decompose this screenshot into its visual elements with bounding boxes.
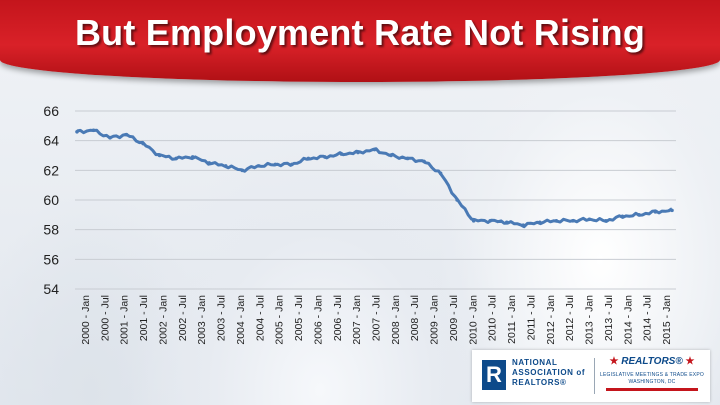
data-point <box>372 147 377 152</box>
x-tick-label: 2003 - Jul <box>216 295 228 341</box>
data-point <box>653 210 658 214</box>
y-tick-label: 58 <box>43 222 59 238</box>
chart-gridlines <box>75 110 676 290</box>
nar-wordmark: NATIONAL ASSOCIATION of REALTORS® <box>512 358 592 388</box>
data-point <box>157 153 162 158</box>
x-tick-label: 2010 - Jul <box>487 295 499 341</box>
data-point <box>223 164 228 168</box>
data-point <box>670 208 674 213</box>
data-point <box>389 153 393 158</box>
x-tick-label: 2002 - Jul <box>177 295 189 341</box>
data-point <box>124 132 129 137</box>
y-tick-label: 56 <box>43 251 59 267</box>
data-point <box>323 155 327 159</box>
realtors-logo: R NATIONAL ASSOCIATION of REALTORS® ★ RE… <box>472 350 710 402</box>
x-tick-label: 2012 - Jul <box>564 295 576 341</box>
x-tick-label: 2000 - Jan <box>80 295 92 345</box>
x-tick-label: 2010 - Jan <box>467 295 479 345</box>
data-point <box>604 218 608 223</box>
y-tick-label: 62 <box>43 162 59 178</box>
x-tick-label: 2014 - Jul <box>642 295 654 341</box>
data-point <box>174 156 178 161</box>
legislative-meetings-text: LEGISLATIVE MEETINGS & TRADE EXPO WASHIN… <box>600 372 704 386</box>
data-point <box>240 168 245 173</box>
data-point <box>257 164 261 168</box>
data-point <box>571 218 575 223</box>
x-tick-label: 2015 - Jan <box>661 295 673 345</box>
x-tick-label: 2004 - Jan <box>235 295 247 345</box>
x-tick-label: 2014 - Jan <box>622 295 634 345</box>
x-tick-label: 2009 - Jan <box>429 295 441 345</box>
data-point <box>504 220 509 225</box>
data-point <box>290 162 294 167</box>
capitol-background <box>0 60 720 405</box>
x-tick-label: 2001 - Jul <box>138 295 150 341</box>
data-point <box>91 128 96 133</box>
data-point <box>637 213 641 217</box>
data-point <box>471 218 476 223</box>
x-tick-label: 2008 - Jul <box>409 295 421 341</box>
data-point <box>306 156 311 161</box>
data-point <box>339 152 344 156</box>
data-point <box>190 155 195 159</box>
star-icon: ★ <box>609 356 619 367</box>
realtors-label: REALTORS® <box>621 356 683 367</box>
y-tick-label: 64 <box>43 133 59 149</box>
x-tick-label: 2011 - Jul <box>525 295 537 340</box>
x-axis-ticks: 2000 - Jan 2000 - Jul 2001 - Jan 2001 - Jul… <box>80 295 673 345</box>
data-point <box>356 150 360 155</box>
data-point <box>620 214 625 219</box>
x-tick-label: 2005 - Jul <box>293 295 305 341</box>
data-point <box>521 223 526 228</box>
x-tick-label: 2004 - Jul <box>254 295 266 341</box>
x-tick-label: 2007 - Jul <box>371 295 383 341</box>
y-tick-label: 60 <box>43 192 59 208</box>
x-tick-label: 2013 - Jul <box>603 295 615 341</box>
data-point <box>438 171 443 176</box>
y-tick-label: 66 <box>43 103 59 119</box>
data-point <box>537 220 542 225</box>
x-tick-label: 2006 - Jan <box>312 295 324 345</box>
x-tick-label: 2000 - Jul <box>99 295 111 341</box>
x-tick-label: 2011 - Jan <box>506 295 518 344</box>
meetings-line-2: WASHINGTON, DC <box>628 379 676 385</box>
y-axis-ticks: 54 56 58 60 62 64 66 <box>43 103 59 297</box>
x-tick-label: 2001 - Jan <box>119 295 131 345</box>
employment-rate-series <box>75 128 674 229</box>
x-tick-label: 2009 - Jul <box>448 295 460 341</box>
realtors-wordmark: ★ REALTORS® ★ <box>602 356 702 367</box>
data-point <box>587 217 592 222</box>
data-point <box>75 129 79 134</box>
data-point <box>405 156 410 161</box>
realtor-r-logo: R <box>482 360 506 390</box>
star-icon: ★ <box>685 356 695 367</box>
x-tick-label: 2012 - Jan <box>545 295 557 345</box>
data-point <box>141 141 145 146</box>
x-tick-label: 2008 - Jan <box>390 295 402 345</box>
x-tick-label: 2007 - Jan <box>351 295 363 345</box>
slide-title: But Employment Rate Not Rising <box>74 12 646 53</box>
nar-line-3: REALTORS® <box>512 378 567 387</box>
series-line <box>76 128 673 229</box>
logo-divider <box>594 358 595 394</box>
x-tick-label: 2003 - Jan <box>196 295 208 345</box>
x-tick-label: 2006 - Jul <box>332 295 344 341</box>
data-point <box>422 159 426 164</box>
data-point <box>455 198 459 202</box>
nar-line-1: NATIONAL <box>512 358 558 367</box>
data-point <box>554 218 559 223</box>
x-tick-label: 2013 - Jan <box>584 295 596 345</box>
nar-line-2: ASSOCIATION of <box>512 368 586 377</box>
x-tick-label: 2002 - Jan <box>157 295 169 345</box>
data-point <box>488 218 492 223</box>
x-tick-label: 2005 - Jan <box>274 295 286 345</box>
y-tick-label: 54 <box>43 281 59 297</box>
data-point <box>273 162 278 167</box>
title-bar: But Employment Rate Not Rising <box>0 0 720 82</box>
logo-accent-bar <box>606 388 698 391</box>
data-point <box>207 161 212 165</box>
data-point <box>108 135 112 140</box>
meetings-line-1: LEGISLATIVE MEETINGS & TRADE EXPO <box>600 372 704 378</box>
